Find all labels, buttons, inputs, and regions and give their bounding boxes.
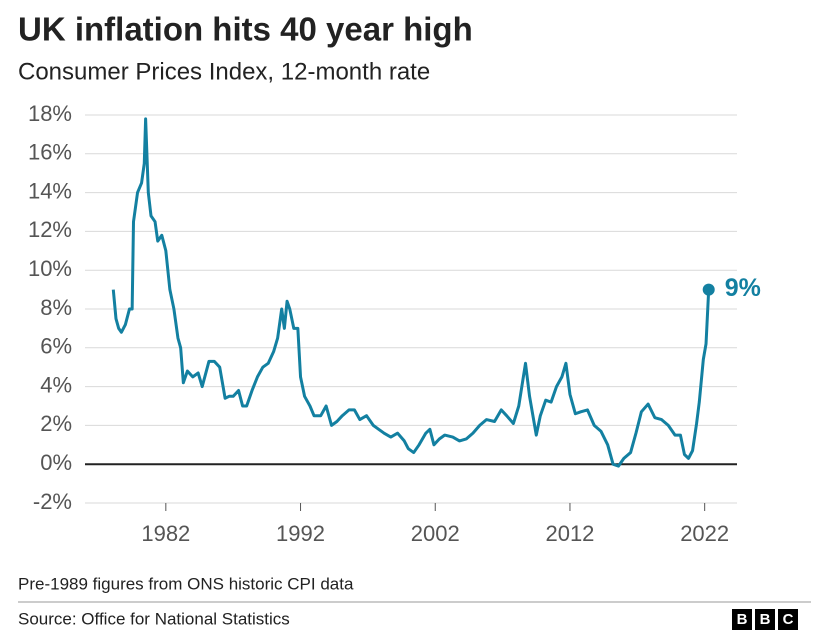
line (111, 117, 711, 468)
x-tick-label: 2022 (680, 521, 729, 546)
value-label: 9% (725, 274, 761, 302)
logo-letter: C (783, 611, 794, 628)
logo-letter: B (737, 611, 748, 628)
y-tick-label: -2% (33, 489, 72, 514)
note: Pre-1989 figures from ONS historic CPI d… (18, 574, 354, 593)
y-tick-label: 8% (40, 295, 72, 320)
y-tick-label: 12% (28, 217, 72, 242)
source: Source: Office for National Statistics (18, 609, 290, 628)
y-tick-label: 18% (28, 101, 72, 126)
x-tick-label: 1982 (141, 521, 190, 546)
chart-title: UK inflation hits 40 year high (18, 11, 473, 48)
y-tick-label: 10% (28, 256, 72, 281)
x-tick-label: 2012 (545, 521, 594, 546)
chart-subtitle: Consumer Prices Index, 12-month rate (18, 58, 430, 85)
logo-box (778, 609, 798, 630)
x-tick-label: 1992 (276, 521, 325, 546)
logo-letter: B (760, 611, 771, 628)
y-tick-label: 16% (28, 140, 72, 165)
y-tick-label: 0% (40, 450, 72, 475)
x-tick-label: 2002 (411, 521, 460, 546)
end-point (702, 283, 715, 296)
logo: B B C (732, 609, 798, 630)
y-tick-label: 6% (40, 334, 72, 359)
y-tick-label: 2% (40, 411, 72, 436)
logo-box (732, 609, 752, 630)
y-tick-label: 4% (40, 372, 72, 397)
logo-box (755, 609, 775, 630)
y-tick-label: 14% (28, 178, 72, 203)
